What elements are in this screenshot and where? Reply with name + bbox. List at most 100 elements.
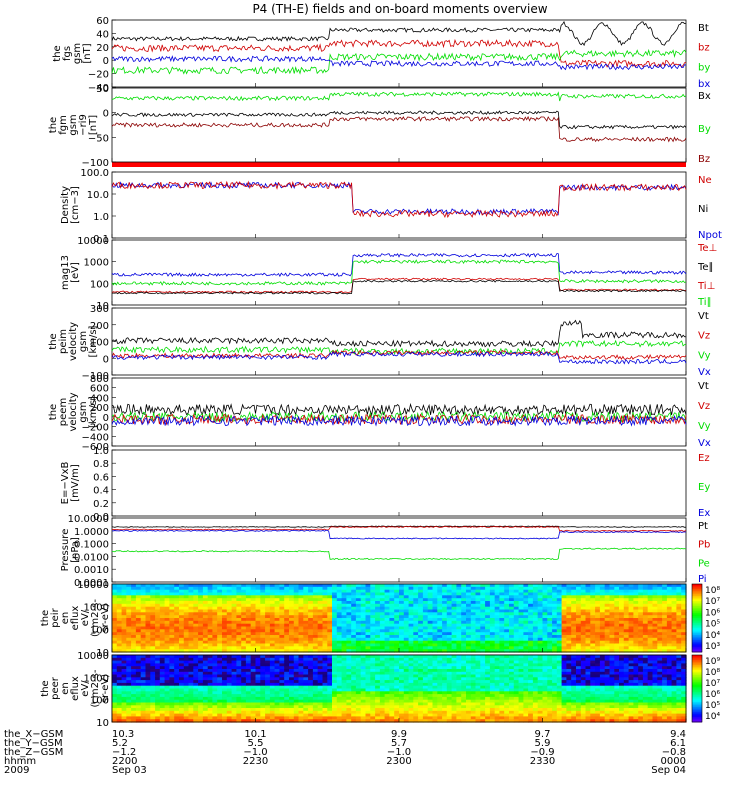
spectrogram-cell [289, 638, 294, 641]
spectrogram-cell [418, 646, 423, 649]
spectrogram-cell [418, 621, 423, 624]
spectrogram-cell [605, 629, 610, 632]
spectrogram-cell [514, 646, 519, 649]
y-tick-label: 50 [96, 84, 109, 95]
spectrogram-cell [566, 604, 571, 607]
spectrogram-cell [327, 595, 332, 598]
spectrogram-cell [624, 621, 629, 624]
spectrogram-cell [332, 629, 337, 632]
legend-entry: Npot [698, 230, 722, 241]
spectrogram-cell [299, 638, 304, 641]
spectrogram-cell [523, 612, 528, 615]
spectrogram-cell [389, 621, 394, 624]
spectrogram-cell [389, 646, 394, 649]
spectrogram-cell [514, 595, 519, 598]
spectrogram-cell [294, 604, 299, 607]
spectrogram-cell [476, 646, 481, 649]
spectrogram-cell [193, 638, 198, 641]
spectrogram-cell [495, 587, 500, 590]
spectrogram-cell [662, 638, 667, 641]
spectrogram-cell [480, 587, 485, 590]
spectrogram-cell [323, 612, 328, 615]
spectrogram-cell [638, 646, 643, 649]
spectrogram-cell [232, 629, 237, 632]
spectrogram-cell [667, 595, 672, 598]
spectrogram-cell [428, 595, 433, 598]
spectrogram-cell [447, 587, 452, 590]
spectrogram-cell [528, 646, 533, 649]
y-tick-label: 300 [90, 304, 109, 315]
spectrogram-cell [342, 646, 347, 649]
spectrogram-cell [332, 604, 337, 607]
spectrogram-cell [356, 646, 361, 649]
spectrogram-cell [356, 621, 361, 624]
spectrogram-cell [146, 638, 151, 641]
spectrogram-cell [394, 629, 399, 632]
spectrogram-cell [112, 629, 117, 632]
spectrogram-cell [495, 604, 500, 607]
spectrogram-cell [141, 621, 146, 624]
spectrogram-cell [203, 621, 208, 624]
spectrogram-cell [452, 612, 457, 615]
spectrogram-cell [667, 604, 672, 607]
spectrogram-cell [160, 629, 165, 632]
spectrogram-cell [337, 612, 342, 615]
spectrogram-cell [428, 621, 433, 624]
spectrogram-cell [227, 621, 232, 624]
spectrogram-cell [672, 604, 677, 607]
spectrogram-cell [590, 612, 595, 615]
spectrogram-cell [452, 638, 457, 641]
spectrogram-cell [528, 612, 533, 615]
spectrogram-cell [452, 629, 457, 632]
spectrogram-cell [433, 587, 438, 590]
legend-entry: Ti⊥ [697, 281, 715, 292]
y-axis-label: thefgmgsm−ri9[nT] [48, 114, 99, 136]
spectrogram-cell [193, 646, 198, 649]
spectrogram-cell [442, 646, 447, 649]
data-gap-band [112, 162, 686, 167]
spectrogram-cell [146, 595, 151, 598]
spectrogram-cell [499, 604, 504, 607]
spectrogram-cell [423, 638, 428, 641]
spectrogram-cell [633, 587, 638, 590]
spectrogram-cell [184, 604, 189, 607]
spectrogram-cell [619, 629, 624, 632]
spectrogram-cell [337, 646, 342, 649]
spectrogram-cell [141, 604, 146, 607]
spectrogram-cell [595, 587, 600, 590]
spectrogram-cell [610, 646, 615, 649]
spectrogram-cell [299, 604, 304, 607]
spectrogram-cell [433, 612, 438, 615]
spectrogram-cell [303, 587, 308, 590]
spectrogram-cell [447, 612, 452, 615]
spectrogram-cell [155, 629, 160, 632]
spectrogram-cell [614, 612, 619, 615]
spectrogram-cell [203, 587, 208, 590]
spectrogram-cell [581, 612, 586, 615]
spectrogram-cell [409, 604, 414, 607]
y-tick-label: 1.0 [93, 212, 109, 223]
spectrogram-cell [375, 621, 380, 624]
spectrogram-cell [165, 629, 170, 632]
spectrogram-cell [370, 587, 375, 590]
spectrogram-cell [160, 595, 165, 598]
spectrogram-cell [284, 646, 289, 649]
spectrogram-cell [576, 629, 581, 632]
spectrogram-cell [256, 604, 261, 607]
trace-ti [112, 260, 686, 285]
spectrogram-cell [380, 604, 385, 607]
spectrogram-cell [519, 638, 524, 641]
spectrogram-cell [662, 595, 667, 598]
spectrogram-cell [270, 604, 275, 607]
legend-entry: Pb [698, 540, 710, 551]
spectrogram-cell [260, 638, 265, 641]
spectrogram-cell [375, 595, 380, 598]
spectrogram-cell [189, 646, 194, 649]
spectrogram-cell [126, 595, 131, 598]
trace-by [112, 92, 686, 101]
spectrogram-cell [217, 638, 222, 641]
spectrogram-cell [610, 612, 615, 615]
spectrogram-cell [490, 629, 495, 632]
spectrogram-cell [643, 646, 648, 649]
spectrogram-cell [476, 621, 481, 624]
